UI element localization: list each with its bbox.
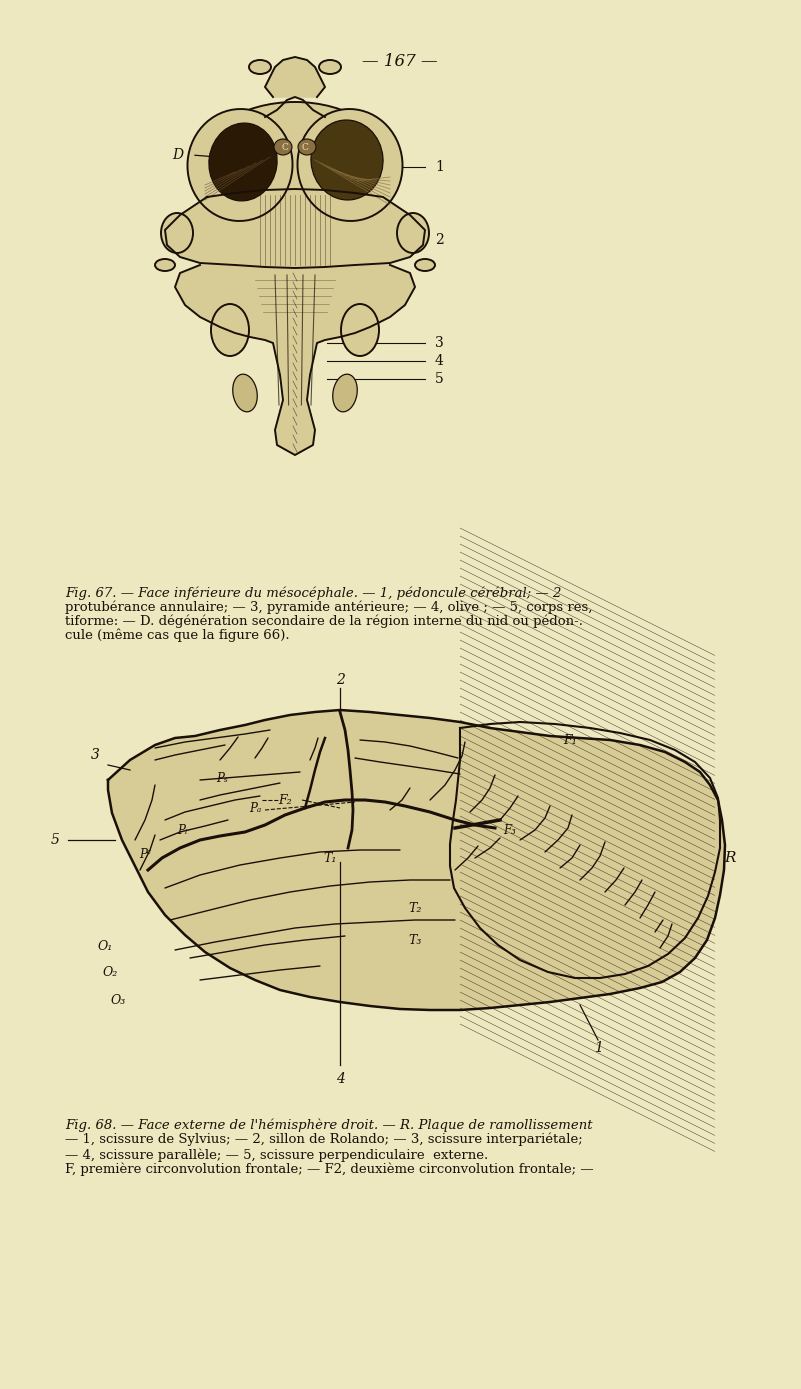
Text: 4: 4 (336, 1072, 344, 1086)
Ellipse shape (161, 213, 193, 253)
Text: Fig. 67. — Face inférieure du mésocéphale. — 1, pédoncule cérébral; — 2: Fig. 67. — Face inférieure du mésocéphal… (65, 586, 562, 600)
Ellipse shape (233, 374, 257, 411)
Ellipse shape (341, 304, 379, 356)
Text: R: R (724, 851, 736, 865)
Text: 2: 2 (336, 674, 344, 688)
Ellipse shape (249, 60, 271, 74)
Text: O₁: O₁ (98, 939, 113, 953)
Ellipse shape (319, 60, 341, 74)
Text: 3: 3 (435, 336, 444, 350)
Text: — 1, scissure de Sylvius; — 2, sillon de Rolando; — 3, scissure interpariétale;: — 1, scissure de Sylvius; — 2, sillon de… (65, 1133, 583, 1146)
Text: tiforme: — D. dégénération secondaire de la région interne du nid ou pédon-.: tiforme: — D. dégénération secondaire de… (65, 614, 583, 628)
Text: 5: 5 (50, 833, 59, 847)
Text: Pᵢ: Pᵢ (177, 824, 187, 836)
Text: F₂: F₂ (278, 793, 292, 807)
Text: 1: 1 (435, 160, 444, 174)
Text: cule (même cas que la figure 66).: cule (même cas que la figure 66). (65, 628, 290, 642)
Text: O₃: O₃ (111, 993, 126, 1007)
Text: C: C (282, 143, 288, 151)
Ellipse shape (332, 374, 357, 411)
Ellipse shape (274, 139, 292, 156)
Ellipse shape (311, 119, 383, 200)
Text: T₁: T₁ (324, 851, 336, 864)
Text: 3: 3 (91, 749, 99, 763)
Text: O₂: O₂ (103, 965, 118, 978)
Ellipse shape (297, 108, 403, 221)
Text: F, première circonvolution frontale; — F2, deuxième circonvolution frontale; —: F, première circonvolution frontale; — F… (65, 1163, 594, 1176)
Ellipse shape (209, 124, 277, 201)
Text: — 167 —: — 167 — (362, 54, 438, 71)
Text: T₂: T₂ (409, 901, 421, 914)
Text: D: D (172, 149, 183, 163)
Ellipse shape (211, 304, 249, 356)
Text: F₃: F₃ (504, 824, 517, 836)
Text: 4: 4 (435, 354, 444, 368)
Ellipse shape (198, 101, 392, 232)
Text: protubérance annulaire; — 3, pyramide antérieure; — 4, olive ; — 5, corps res,: protubérance annulaire; — 3, pyramide an… (65, 600, 593, 614)
Polygon shape (175, 265, 415, 456)
Ellipse shape (187, 108, 292, 221)
Text: Fig. 68. — Face externe de l'hémisphère droit. — R. Plaque de ramollissement: Fig. 68. — Face externe de l'hémisphère … (65, 1118, 593, 1132)
Ellipse shape (415, 258, 435, 271)
Text: C: C (301, 143, 308, 151)
Polygon shape (108, 710, 725, 1010)
Text: 1: 1 (594, 1040, 602, 1056)
Ellipse shape (397, 213, 429, 253)
Text: F₁: F₁ (563, 733, 577, 746)
Text: — 4, scissure parallèle; — 5, scissure perpendiculaire  externe.: — 4, scissure parallèle; — 5, scissure p… (65, 1147, 489, 1161)
Text: Pₐ: Pₐ (249, 801, 261, 814)
Polygon shape (165, 189, 425, 268)
Text: T₃: T₃ (409, 933, 421, 946)
Ellipse shape (298, 139, 316, 156)
Polygon shape (265, 57, 325, 97)
Text: 2: 2 (435, 233, 444, 247)
Text: Pᶜ: Pᶜ (139, 849, 151, 861)
Text: 5: 5 (435, 372, 444, 386)
Ellipse shape (155, 258, 175, 271)
Text: Pₛ: Pₛ (216, 771, 228, 785)
